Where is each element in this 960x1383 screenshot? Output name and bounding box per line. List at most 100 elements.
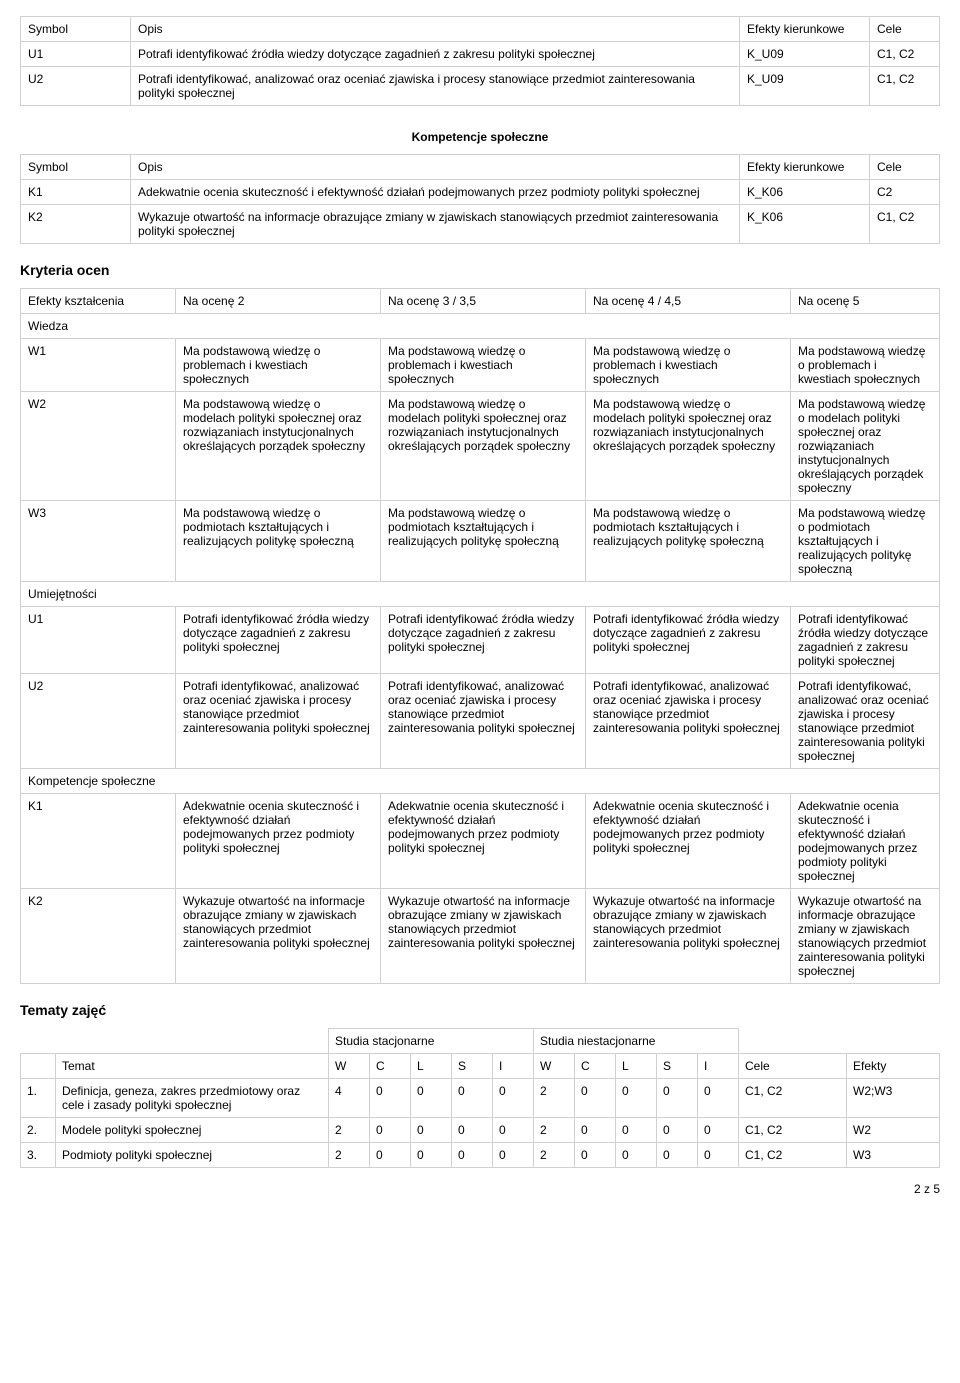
- table-row: U2 Potrafi identyfikować, analizować ora…: [21, 674, 940, 769]
- cell-efekty: W3: [847, 1143, 940, 1168]
- col-grade2: Na ocenę 2: [176, 289, 381, 314]
- col-nS: S: [657, 1054, 698, 1079]
- section-tematy-title: Tematy zajęć: [20, 1002, 940, 1018]
- table-row: W3 Ma podstawową wiedzę o podmiotach ksz…: [21, 501, 940, 582]
- col-cele: Cele: [739, 1054, 847, 1079]
- cell-label: K2: [21, 889, 176, 984]
- col-opis: Opis: [131, 17, 740, 42]
- cell-nC: 0: [575, 1143, 616, 1168]
- table-skills-k: Symbol Opis Efekty kierunkowe Cele K1 Ad…: [20, 154, 940, 244]
- cell-cele: C1, C2: [739, 1118, 847, 1143]
- col-opis: Opis: [131, 155, 740, 180]
- cell-g4: Ma podstawową wiedzę o modelach polityki…: [586, 392, 791, 501]
- cell-nI: 0: [698, 1143, 739, 1168]
- col-efekty: Efekty kierunkowe: [740, 17, 870, 42]
- cell-label: W2: [21, 392, 176, 501]
- cell-g2: Wykazuje otwartość na informacje obrazuj…: [176, 889, 381, 984]
- table-row: K2 Wykazuje otwartość na informacje obra…: [21, 889, 940, 984]
- col-grade5: Na ocenę 5: [791, 289, 940, 314]
- table-kryteria: Efekty kształcenia Na ocenę 2 Na ocenę 3…: [20, 288, 940, 984]
- cell-n: 1.: [21, 1079, 56, 1118]
- group-kompetencje: Kompetencje społeczne: [21, 769, 940, 794]
- cell-label: U2: [21, 674, 176, 769]
- cell-g2: Ma podstawową wiedzę o podmiotach kształ…: [176, 501, 381, 582]
- cell-cele: C1, C2: [870, 42, 940, 67]
- cell-sW: 2: [329, 1143, 370, 1168]
- col-grade3: Na ocenę 3 / 3,5: [381, 289, 586, 314]
- group-header-stac: Studia stacjonarne: [329, 1029, 534, 1054]
- table-row: W1 Ma podstawową wiedzę o problemach i k…: [21, 339, 940, 392]
- cell-g4: Potrafi identyfikować źródła wiedzy doty…: [586, 607, 791, 674]
- cell-temat: Modele polityki społecznej: [56, 1118, 329, 1143]
- cell-nS: 0: [657, 1079, 698, 1118]
- cell-g5: Potrafi identyfikować źródła wiedzy doty…: [791, 607, 940, 674]
- cell-symbol: U2: [21, 67, 131, 106]
- cell-n: 2.: [21, 1118, 56, 1143]
- cell-sS: 0: [452, 1079, 493, 1118]
- cell-g4: Wykazuje otwartość na informacje obrazuj…: [586, 889, 791, 984]
- cell-nW: 2: [534, 1143, 575, 1168]
- col-efekty: Efekty: [847, 1054, 940, 1079]
- cell-symbol: K1: [21, 180, 131, 205]
- table-row: W2 Ma podstawową wiedzę o modelach polit…: [21, 392, 940, 501]
- cell-g5: Potrafi identyfikować, analizować oraz o…: [791, 674, 940, 769]
- cell-g2: Adekwatnie ocenia skuteczność i efektywn…: [176, 794, 381, 889]
- cell-sW: 4: [329, 1079, 370, 1118]
- cell-g5: Ma podstawową wiedzę o podmiotach kształ…: [791, 501, 940, 582]
- cell-nC: 0: [575, 1118, 616, 1143]
- col-symbol: Symbol: [21, 17, 131, 42]
- table-row: 3. Podmioty polityki społecznej 2 0 0 0 …: [21, 1143, 940, 1168]
- cell-cele: C1, C2: [870, 205, 940, 244]
- cell-g2: Potrafi identyfikować, analizować oraz o…: [176, 674, 381, 769]
- table-row: K1 Adekwatnie ocenia skuteczność i efekt…: [21, 180, 940, 205]
- cell-g5: Wykazuje otwartość na informacje obrazuj…: [791, 889, 940, 984]
- cell-g3: Ma podstawową wiedzę o podmiotach kształ…: [381, 501, 586, 582]
- cell-opis: Wykazuje otwartość na informacje obrazuj…: [131, 205, 740, 244]
- cell-g2: Potrafi identyfikować źródła wiedzy doty…: [176, 607, 381, 674]
- cell-g5: Ma podstawową wiedzę o problemach i kwes…: [791, 339, 940, 392]
- cell-cele: C1, C2: [870, 67, 940, 106]
- cell-nS: 0: [657, 1143, 698, 1168]
- cell-label: K1: [21, 794, 176, 889]
- cell-sL: 0: [411, 1143, 452, 1168]
- cell-g3: Potrafi identyfikować, analizować oraz o…: [381, 674, 586, 769]
- cell-sL: 0: [411, 1079, 452, 1118]
- cell-label: U1: [21, 607, 176, 674]
- cell-label: W3: [21, 501, 176, 582]
- table-row: U1 Potrafi identyfikować źródła wiedzy d…: [21, 42, 940, 67]
- cell-nL: 0: [616, 1143, 657, 1168]
- cell-sI: 0: [493, 1143, 534, 1168]
- col-cele: Cele: [870, 17, 940, 42]
- cell-efekty: W2: [847, 1118, 940, 1143]
- col-sL: L: [411, 1054, 452, 1079]
- cell-g2: Ma podstawową wiedzę o problemach i kwes…: [176, 339, 381, 392]
- subsection-heading: Kompetencje społeczne: [20, 120, 940, 154]
- col-efekty: Efekty kierunkowe: [740, 155, 870, 180]
- cell-n: 3.: [21, 1143, 56, 1168]
- cell-sC: 0: [370, 1143, 411, 1168]
- cell-sI: 0: [493, 1079, 534, 1118]
- cell-sS: 0: [452, 1143, 493, 1168]
- col-nC: C: [575, 1054, 616, 1079]
- cell-g3: Ma podstawową wiedzę o problemach i kwes…: [381, 339, 586, 392]
- col-nI: I: [698, 1054, 739, 1079]
- cell-g2: Ma podstawową wiedzę o modelach polityki…: [176, 392, 381, 501]
- table-row: K2 Wykazuje otwartość na informacje obra…: [21, 205, 940, 244]
- cell-efekty: K_U09: [740, 67, 870, 106]
- cell-opis: Adekwatnie ocenia skuteczność i efektywn…: [131, 180, 740, 205]
- cell-nL: 0: [616, 1118, 657, 1143]
- col-sS: S: [452, 1054, 493, 1079]
- section-kryteria-title: Kryteria ocen: [20, 262, 940, 278]
- cell-sL: 0: [411, 1118, 452, 1143]
- cell-g4: Adekwatnie ocenia skuteczność i efektywn…: [586, 794, 791, 889]
- cell-g4: Ma podstawową wiedzę o podmiotach kształ…: [586, 501, 791, 582]
- cell-nW: 2: [534, 1118, 575, 1143]
- table-row: 2. Modele polityki społecznej 2 0 0 0 0 …: [21, 1118, 940, 1143]
- table-row: U2 Potrafi identyfikować, analizować ora…: [21, 67, 940, 106]
- cell-efekty: W2;W3: [847, 1079, 940, 1118]
- cell-nI: 0: [698, 1079, 739, 1118]
- cell-temat: Definicja, geneza, zakres przedmiotowy o…: [56, 1079, 329, 1118]
- col-sC: C: [370, 1054, 411, 1079]
- cell-sW: 2: [329, 1118, 370, 1143]
- group-umiejetnosci: Umiejętności: [21, 582, 940, 607]
